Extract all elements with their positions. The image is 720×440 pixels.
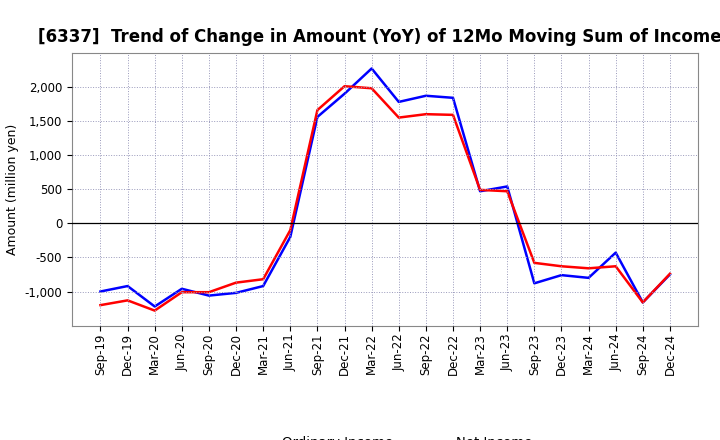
Ordinary Income — [584, 275, 593, 281]
Net Income — [395, 115, 403, 120]
Ordinary Income — [665, 272, 674, 277]
Net Income — [611, 264, 620, 269]
Net Income — [557, 264, 566, 269]
Ordinary Income — [232, 290, 240, 296]
Ordinary Income — [204, 293, 213, 298]
Ordinary Income — [367, 66, 376, 71]
Title: [6337]  Trend of Change in Amount (YoY) of 12Mo Moving Sum of Incomes: [6337] Trend of Change in Amount (YoY) o… — [38, 28, 720, 46]
Net Income — [503, 189, 511, 194]
Net Income — [232, 280, 240, 285]
Ordinary Income — [150, 304, 159, 309]
Ordinary Income — [123, 283, 132, 289]
Net Income — [150, 308, 159, 313]
Ordinary Income — [259, 283, 268, 289]
Ordinary Income — [476, 189, 485, 194]
Ordinary Income — [449, 95, 457, 100]
Line: Ordinary Income: Ordinary Income — [101, 69, 670, 307]
Net Income — [421, 111, 430, 117]
Ordinary Income — [639, 300, 647, 305]
Ordinary Income — [611, 250, 620, 255]
Net Income — [367, 86, 376, 91]
Net Income — [286, 227, 294, 233]
Net Income — [204, 290, 213, 295]
Net Income — [341, 84, 349, 89]
Net Income — [178, 290, 186, 295]
Ordinary Income — [421, 93, 430, 99]
Net Income — [96, 303, 105, 308]
Ordinary Income — [530, 281, 539, 286]
Net Income — [123, 298, 132, 303]
Net Income — [530, 260, 539, 265]
Ordinary Income — [96, 289, 105, 294]
Ordinary Income — [313, 114, 322, 120]
Net Income — [476, 187, 485, 193]
Net Income — [313, 107, 322, 113]
Y-axis label: Amount (million yen): Amount (million yen) — [6, 124, 19, 255]
Net Income — [584, 266, 593, 271]
Net Income — [639, 300, 647, 305]
Ordinary Income — [503, 184, 511, 189]
Net Income — [259, 277, 268, 282]
Line: Net Income: Net Income — [101, 86, 670, 311]
Net Income — [665, 271, 674, 276]
Ordinary Income — [557, 272, 566, 278]
Ordinary Income — [178, 286, 186, 291]
Legend: Ordinary Income, Net Income: Ordinary Income, Net Income — [233, 430, 538, 440]
Ordinary Income — [341, 91, 349, 96]
Net Income — [449, 112, 457, 117]
Ordinary Income — [286, 234, 294, 239]
Ordinary Income — [395, 99, 403, 105]
